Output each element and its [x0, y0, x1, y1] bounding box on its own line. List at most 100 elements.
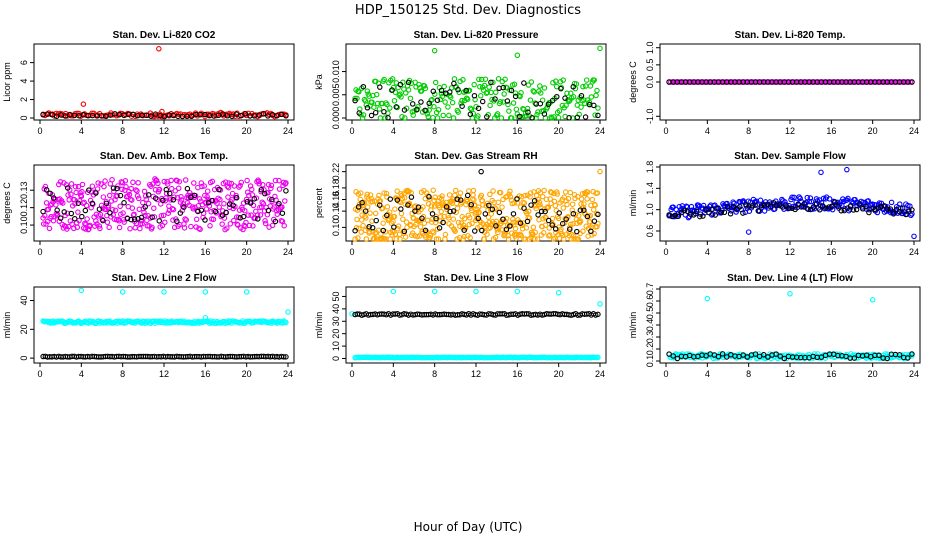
data-point: [372, 230, 378, 237]
x-tick-label: 8: [432, 247, 437, 257]
data-point: [482, 211, 489, 217]
data-point: [866, 209, 872, 216]
data-point: [507, 223, 513, 229]
data-point: [528, 202, 534, 208]
data-point: [405, 87, 412, 93]
data-point: [521, 80, 527, 86]
data-point: [431, 288, 438, 295]
data-point: [415, 104, 421, 110]
data-point: [440, 112, 446, 119]
y-tick-label: 0.005: [331, 84, 341, 107]
data-point: [447, 208, 453, 215]
data-point: [279, 210, 286, 216]
data-point: [832, 199, 838, 205]
data-point: [64, 185, 71, 191]
data-point: [523, 225, 530, 231]
data-point: [761, 202, 768, 209]
series-1: [40, 287, 291, 327]
x-tick-label: 4: [391, 247, 396, 257]
data-point: [584, 189, 591, 195]
data-point: [530, 224, 537, 231]
y-tick-label: 0.13: [19, 181, 29, 199]
data-point: [513, 106, 520, 113]
data-point: [130, 179, 136, 186]
data-point: [471, 92, 478, 99]
data-point: [207, 223, 213, 229]
y-tick-label: 0.10: [331, 219, 341, 237]
y-tick-label: 0.22: [331, 163, 341, 181]
y-axis-label: ml/min: [2, 312, 12, 339]
data-point: [132, 225, 138, 231]
data-point: [499, 204, 505, 210]
data-point: [853, 79, 859, 85]
data-point: [592, 112, 598, 118]
data-point: [670, 353, 676, 359]
data-point: [368, 112, 375, 119]
data-point: [896, 209, 903, 215]
data-point: [42, 183, 49, 190]
panel-title: Stan. Dev. Line 2 Flow: [112, 273, 217, 284]
data-point: [564, 90, 570, 96]
data-point: [260, 111, 267, 117]
data-point: [480, 202, 486, 208]
data-point: [837, 79, 844, 85]
data-point: [395, 223, 402, 229]
data-point: [268, 182, 275, 189]
series-1: [352, 45, 603, 121]
x-tick-label: 0: [663, 369, 668, 379]
data-point: [100, 194, 107, 200]
series-1: [666, 291, 915, 362]
data-point: [826, 204, 832, 210]
data-point: [245, 212, 252, 218]
panel-9: Stan. Dev. Line 4 (LT) Flow ml/min 0 4 8 12 16…: [628, 273, 921, 379]
data-point: [478, 76, 485, 83]
data-point: [380, 220, 386, 226]
data-point: [853, 206, 860, 213]
data-point: [502, 76, 508, 83]
data-point: [522, 236, 529, 242]
data-point: [430, 229, 437, 236]
x-tick-label: 12: [159, 369, 169, 379]
data-point: [574, 114, 581, 121]
data-point: [507, 188, 513, 194]
data-point: [467, 234, 473, 241]
panel-3: Stan. Dev. Li-820 Temp. degrees C 0 4 8 12 16 2…: [628, 30, 921, 136]
data-point: [422, 107, 428, 114]
data-point: [68, 210, 75, 217]
data-point: [393, 236, 400, 242]
data-point: [847, 203, 854, 209]
data-point: [48, 213, 54, 220]
y-tick-label: -1.0: [645, 109, 655, 125]
data-point: [203, 206, 210, 212]
panel-title: Stan. Dev. Line 4 (LT) Flow: [727, 273, 853, 284]
data-point: [416, 81, 422, 88]
data-point: [247, 200, 254, 206]
data-point: [359, 212, 365, 218]
data-point: [875, 205, 881, 211]
data-point: [887, 206, 894, 212]
data-point: [426, 100, 432, 107]
data-point: [161, 289, 167, 295]
data-point: [534, 111, 540, 118]
data-point: [107, 210, 113, 216]
data-point: [381, 76, 387, 83]
x-tick-label: 4: [391, 126, 396, 136]
data-point: [568, 221, 574, 227]
data-point: [106, 192, 113, 199]
data-point: [492, 234, 499, 241]
data-point: [849, 79, 856, 85]
data-point: [541, 85, 548, 91]
data-point: [684, 208, 691, 215]
data-point: [452, 187, 459, 194]
x-tick-label: 8: [746, 247, 751, 257]
data-point: [140, 199, 146, 206]
data-point: [478, 168, 484, 175]
data-point: [463, 95, 470, 101]
series-2: [666, 79, 915, 85]
data-point: [367, 210, 373, 216]
data-point: [193, 224, 199, 230]
x-tick-label: 20: [242, 369, 252, 379]
data-point: [394, 188, 400, 194]
data-point: [276, 186, 283, 192]
